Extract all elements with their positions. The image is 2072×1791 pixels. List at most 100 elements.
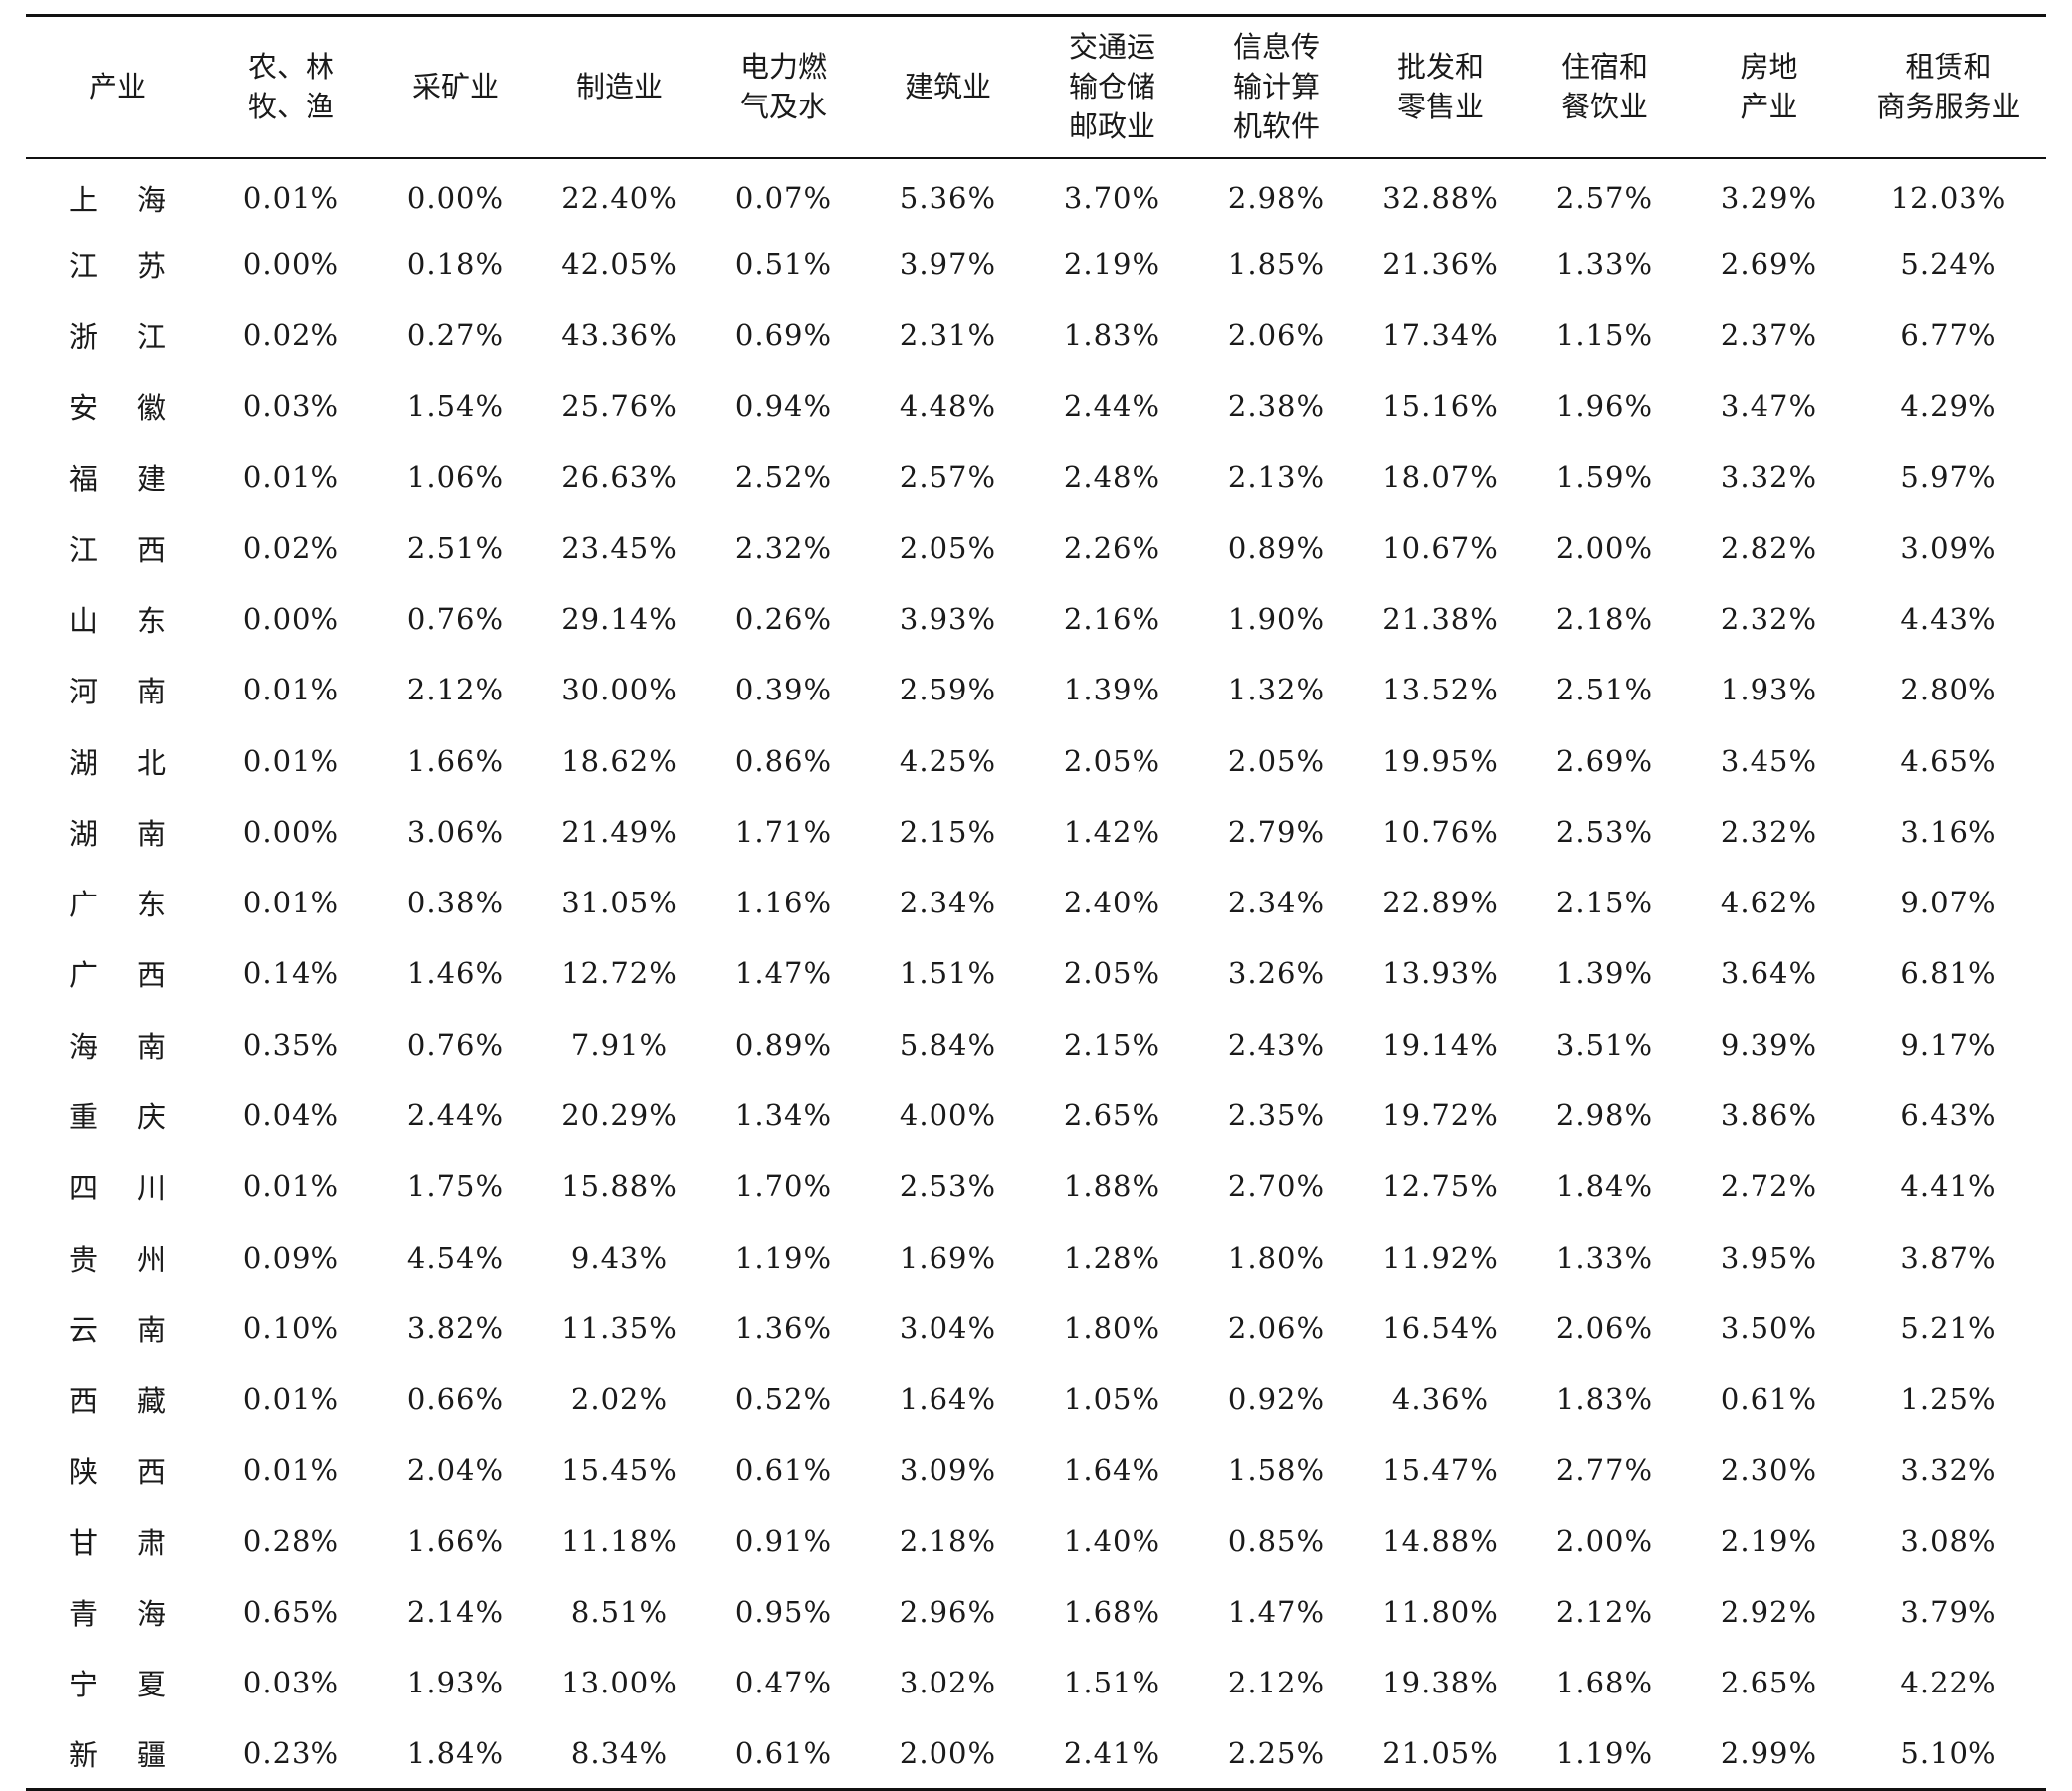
value-cell: 3.95% [1720, 1240, 1818, 1275]
value-cell: 7.91% [570, 1027, 669, 1062]
value-cell: 1.70% [734, 1169, 833, 1204]
region-cell: 新疆 [26, 1718, 209, 1791]
value-cell: 0.00% [242, 601, 340, 636]
region-cell: 浙江 [26, 299, 209, 370]
table-row: 四川 0.01% 1.75% 15.88% 1.70% 2.53% 1.88% 2.70% 12… [26, 1151, 2046, 1222]
value-cell: 16.54% [1382, 1310, 1499, 1345]
table-row: 宁夏 0.03% 1.93% 13.00% 0.47% 3.02% 1.51% 2.12% 19… [26, 1648, 2046, 1718]
region-name-char: 贵 [69, 1242, 99, 1277]
value-cell: 12.03% [1890, 180, 2007, 215]
value-cell: 2.65% [1720, 1666, 1818, 1700]
value-cell: 0.66% [406, 1382, 505, 1417]
value-cell: 30.00% [561, 673, 678, 707]
region-name: 云南 [69, 1307, 166, 1349]
value-cell: 4.25% [899, 743, 997, 778]
value-cell: 12.75% [1382, 1169, 1499, 1204]
value-cell: 21.05% [1358, 1718, 1523, 1791]
value-cell: 0.76% [406, 1027, 505, 1062]
value-cell: 2.44% [1063, 389, 1161, 424]
value-cell: 0.01% [242, 180, 340, 215]
table-row: 福建 0.01% 1.06% 26.63% 2.52% 2.57% 2.48% 2.13% 18… [26, 442, 2046, 512]
value-cell: 2.82% [1720, 530, 1818, 565]
value-cell: 10.67% [1382, 530, 1499, 565]
region-name-char: 海 [136, 182, 166, 217]
region-cell: 宁夏 [26, 1648, 209, 1718]
value-cell: 2.14% [406, 1595, 505, 1630]
value-cell: 0.07% [734, 180, 833, 215]
column-header-line: 机软件 [1232, 109, 1320, 144]
region-name-char: 广 [69, 958, 99, 993]
region-name: 陕西 [69, 1449, 166, 1491]
value-cell: 29.14% [561, 601, 678, 636]
value-cell: 6.81% [1900, 956, 1997, 991]
value-cell: 5.24% [1900, 247, 1997, 282]
value-cell: 0.85% [1227, 1523, 1326, 1558]
value-cell: 5.10% [1851, 1718, 2046, 1791]
value-cell: 1.71% [734, 814, 833, 849]
region-name-char: 北 [136, 745, 166, 780]
column-header-line: 气及水 [739, 90, 827, 124]
value-cell: 1.64% [1063, 1453, 1161, 1488]
value-cell: 0.69% [734, 317, 833, 352]
value-cell: 2.04% [406, 1453, 505, 1488]
value-cell: 3.32% [1720, 460, 1818, 495]
region-name: 重庆 [69, 1094, 166, 1136]
value-cell: 2.32% [1720, 814, 1818, 849]
region-name-char: 西 [136, 958, 166, 993]
region-name-char: 陕 [69, 1455, 99, 1490]
region-name: 甘肃 [69, 1520, 166, 1562]
column-header: 建筑业 [866, 15, 1030, 159]
value-cell: 1.47% [734, 956, 833, 991]
value-cell: 0.95% [734, 1595, 833, 1630]
table-row: 山东 0.00% 0.76% 29.14% 0.26% 3.93% 2.16% 1.90% 21… [26, 583, 2046, 654]
value-cell: 2.72% [1720, 1169, 1818, 1204]
value-cell: 4.00% [899, 1098, 997, 1132]
region-cell: 重庆 [26, 1080, 209, 1150]
value-cell: 0.65% [242, 1595, 340, 1630]
table-row: 甘肃 0.28% 1.66% 11.18% 0.91% 2.18% 1.40% 0.85% 14… [26, 1505, 2046, 1576]
value-cell: 19.14% [1382, 1027, 1499, 1062]
region-name-char: 四 [69, 1171, 99, 1206]
value-cell: 20.29% [561, 1098, 678, 1132]
value-cell: 2.70% [1227, 1169, 1326, 1204]
value-cell: 2.51% [406, 530, 505, 565]
value-cell: 2.53% [899, 1169, 997, 1204]
value-cell: 0.09% [242, 1240, 340, 1275]
value-cell: 11.92% [1382, 1240, 1499, 1275]
table-row: 江西 0.02% 2.51% 23.45% 2.32% 2.05% 2.26% 0.89% 10… [26, 512, 2046, 583]
value-cell: 13.52% [1382, 673, 1499, 707]
value-cell: 1.39% [1063, 673, 1161, 707]
value-cell: 2.05% [1227, 743, 1326, 778]
table-row: 广西 0.14% 1.46% 12.72% 1.47% 1.51% 2.05% 3.26% 13… [26, 938, 2046, 1009]
value-cell: 0.01% [242, 1453, 340, 1488]
value-cell: 0.01% [242, 460, 340, 495]
value-cell: 3.04% [899, 1310, 997, 1345]
value-cell: 3.97% [899, 247, 997, 282]
value-cell: 1.83% [1063, 317, 1161, 352]
value-cell: 2.40% [1063, 886, 1161, 920]
value-cell: 2.06% [1555, 1310, 1654, 1345]
value-cell: 1.85% [1227, 247, 1326, 282]
table-row: 云南 0.10% 3.82% 11.35% 1.36% 3.04% 1.80% 2.06% 16… [26, 1293, 2046, 1363]
region-name: 安徽 [69, 385, 166, 427]
region-name-char: 西 [69, 1384, 99, 1419]
value-cell: 0.86% [734, 743, 833, 778]
region-name: 海南 [69, 1024, 166, 1066]
region-name-char: 夏 [136, 1668, 166, 1702]
value-cell: 21.49% [561, 814, 678, 849]
value-cell: 2.35% [1227, 1098, 1326, 1132]
value-cell: 4.54% [406, 1240, 505, 1275]
value-cell: 2.00% [1555, 1523, 1654, 1558]
value-cell: 3.32% [1900, 1453, 1997, 1488]
region-cell: 甘肃 [26, 1505, 209, 1576]
region-cell: 江苏 [26, 229, 209, 299]
column-header: 电力燃 气及水 [702, 15, 866, 159]
column-header-line: 电力燃 [739, 50, 827, 85]
value-cell: 2.37% [1720, 317, 1818, 352]
value-cell: 1.39% [1555, 956, 1654, 991]
value-cell: 0.27% [406, 317, 505, 352]
value-cell: 2.31% [899, 317, 997, 352]
value-cell: 1.36% [734, 1310, 833, 1345]
value-cell: 19.95% [1382, 743, 1499, 778]
region-name: 西藏 [69, 1378, 166, 1420]
